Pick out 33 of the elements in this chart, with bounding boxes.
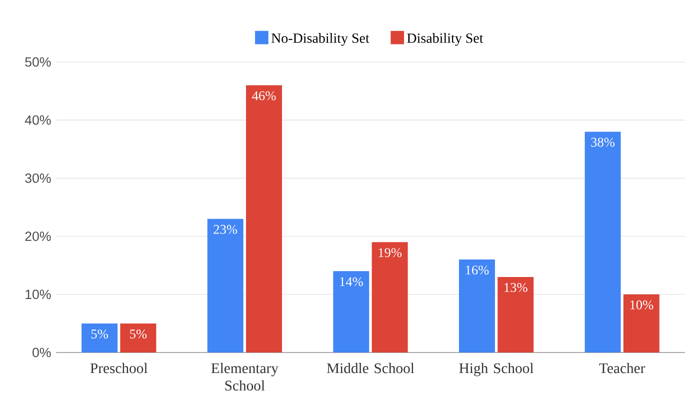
data-label: 19% xyxy=(378,248,402,258)
data-label: 38% xyxy=(591,138,615,147)
bar xyxy=(207,218,244,353)
x-tick-label: Teacher xyxy=(599,362,646,374)
data-label: 46% xyxy=(252,91,276,100)
bar xyxy=(584,132,621,353)
bar xyxy=(82,324,118,353)
y-tick-label: 50% xyxy=(25,57,51,67)
legend-label: No-Disability Set xyxy=(271,33,370,46)
y-tick-label: 40% xyxy=(24,115,51,125)
data-label: 14% xyxy=(340,277,363,286)
y-tick-label: 20% xyxy=(25,232,51,242)
y-tick-label: 10% xyxy=(26,290,51,300)
y-tick-label: 0% xyxy=(32,348,51,358)
data-label: 10% xyxy=(630,300,654,310)
data-label: 23% xyxy=(214,224,238,234)
data-label: 13% xyxy=(504,283,528,292)
data-label: 5% xyxy=(91,330,108,339)
bar xyxy=(246,85,282,353)
x-tick-label: Elementary School xyxy=(211,362,278,391)
bar xyxy=(623,294,660,353)
bar xyxy=(458,260,495,353)
x-tick-label: High School xyxy=(459,362,534,376)
bar xyxy=(372,242,408,353)
data-label: 5% xyxy=(130,330,147,339)
bar xyxy=(120,324,156,353)
x-tick-label: Middle School xyxy=(326,362,414,374)
x-tick-label: Preschool xyxy=(90,362,148,374)
y-tick-label: 30% xyxy=(25,174,51,183)
bar xyxy=(498,277,534,353)
bar xyxy=(333,271,370,353)
data-label: 16% xyxy=(466,266,489,275)
legend-label: Disability Set xyxy=(407,33,484,46)
